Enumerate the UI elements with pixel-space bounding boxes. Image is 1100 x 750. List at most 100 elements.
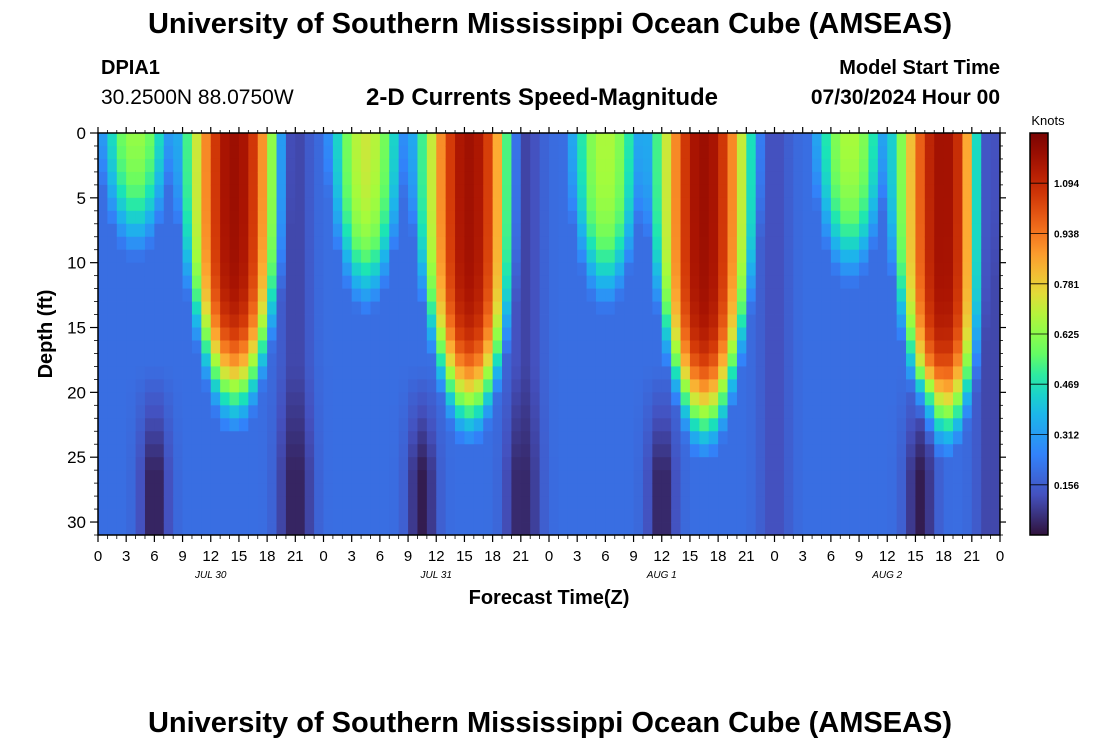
heatmap-cell	[116, 288, 127, 302]
heatmap-cell	[624, 275, 634, 290]
heatmap-cell	[755, 418, 766, 432]
heatmap-cell	[793, 457, 804, 471]
heatmap-cell	[464, 379, 475, 393]
heatmap-cell	[736, 418, 747, 432]
heatmap-cell	[849, 457, 860, 471]
heatmap-cell	[163, 366, 174, 380]
heatmap-cell	[595, 509, 606, 523]
heatmap-cell	[727, 379, 738, 393]
heatmap-cell	[483, 171, 494, 186]
heatmap-cell	[379, 431, 390, 445]
heatmap-cell	[765, 275, 775, 290]
heatmap-cell	[877, 158, 888, 173]
heatmap-cell	[549, 509, 559, 523]
heatmap-cell	[426, 223, 437, 238]
heatmap-cell	[351, 405, 362, 419]
heatmap-cell	[238, 158, 249, 173]
heatmap-cell	[689, 496, 700, 510]
heatmap-cell	[436, 249, 447, 264]
heatmap-cell	[906, 392, 916, 406]
heatmap-cell	[455, 392, 465, 406]
heatmap-cell	[511, 327, 522, 341]
heatmap-cell	[746, 236, 757, 251]
heatmap-cell	[417, 509, 428, 523]
heatmap-cell	[426, 353, 437, 367]
heatmap-cell	[812, 470, 822, 484]
heatmap-cell	[953, 223, 963, 238]
heatmap-cell	[990, 145, 1001, 160]
heatmap-cell	[586, 366, 597, 380]
heatmap-cell	[116, 327, 127, 341]
heatmap-cell	[896, 379, 907, 393]
heatmap-cell	[126, 158, 136, 173]
heatmap-cell	[793, 288, 804, 302]
heatmap-cell	[116, 483, 127, 497]
heatmap-cell	[567, 457, 578, 471]
heatmap-cell	[483, 184, 494, 199]
x-tick-label: 0	[319, 548, 327, 565]
heatmap-cell	[530, 392, 541, 406]
heatmap-cell	[802, 431, 813, 445]
heatmap-cell	[633, 145, 644, 160]
heatmap-cell	[126, 262, 136, 277]
heatmap-cell	[276, 171, 287, 186]
heatmap-cell	[285, 197, 296, 212]
heatmap-cell	[285, 223, 296, 238]
heatmap-cell	[934, 353, 945, 367]
heatmap-cell	[849, 249, 860, 264]
heatmap-cell	[586, 353, 597, 367]
heatmap-cell	[549, 340, 559, 354]
heatmap-cell	[812, 366, 822, 380]
heatmap-cell	[567, 171, 578, 186]
heatmap-cell	[276, 509, 287, 523]
heatmap-cell	[708, 197, 719, 212]
heatmap-cell	[257, 353, 268, 367]
heatmap-cell	[210, 249, 221, 264]
heatmap-cell	[605, 158, 616, 173]
heatmap-cell	[765, 197, 775, 212]
heatmap-cell	[877, 366, 888, 380]
heatmap-cell	[906, 470, 916, 484]
heatmap-cell	[417, 223, 428, 238]
heatmap-cell	[314, 236, 324, 251]
heatmap-cell	[990, 340, 1001, 354]
heatmap-cell	[238, 509, 249, 523]
heatmap-cell	[257, 522, 268, 536]
heatmap-cell	[558, 197, 569, 212]
heatmap-cell	[182, 236, 193, 251]
heatmap-cell	[577, 275, 587, 290]
heatmap-cell	[163, 483, 174, 497]
heatmap-cell	[633, 366, 644, 380]
heatmap-cell	[577, 314, 587, 328]
heatmap-cell	[135, 223, 146, 238]
heatmap-cell	[539, 184, 550, 199]
heatmap-cell	[821, 418, 832, 432]
heatmap-cell	[971, 509, 982, 523]
heatmap-cell	[502, 457, 512, 471]
heatmap-cell	[116, 158, 127, 173]
heatmap-cell	[633, 392, 644, 406]
x-tick-label: 12	[653, 548, 670, 565]
heatmap-cell	[436, 133, 447, 147]
heatmap-cell	[586, 314, 597, 328]
heatmap-cell	[417, 236, 428, 251]
heatmap-cell	[614, 470, 625, 484]
heatmap-cell	[520, 184, 531, 199]
heatmap-cell	[539, 210, 550, 225]
heatmap-cell	[821, 340, 832, 354]
heatmap-cell	[849, 275, 860, 290]
heatmap-cell	[295, 288, 306, 302]
heatmap-cell	[276, 133, 287, 147]
heatmap-cell	[924, 275, 935, 290]
heatmap-cell	[783, 262, 794, 277]
heatmap-cell	[934, 210, 945, 225]
heatmap-cell	[840, 340, 851, 354]
heatmap-cell	[755, 288, 766, 302]
heatmap-cell	[342, 301, 353, 315]
heatmap-cell	[445, 431, 456, 445]
heatmap-cell	[173, 158, 183, 173]
heatmap-cell	[689, 210, 700, 225]
heatmap-cell	[304, 197, 315, 212]
heatmap-cell	[718, 509, 728, 523]
heatmap-cell	[276, 249, 287, 264]
